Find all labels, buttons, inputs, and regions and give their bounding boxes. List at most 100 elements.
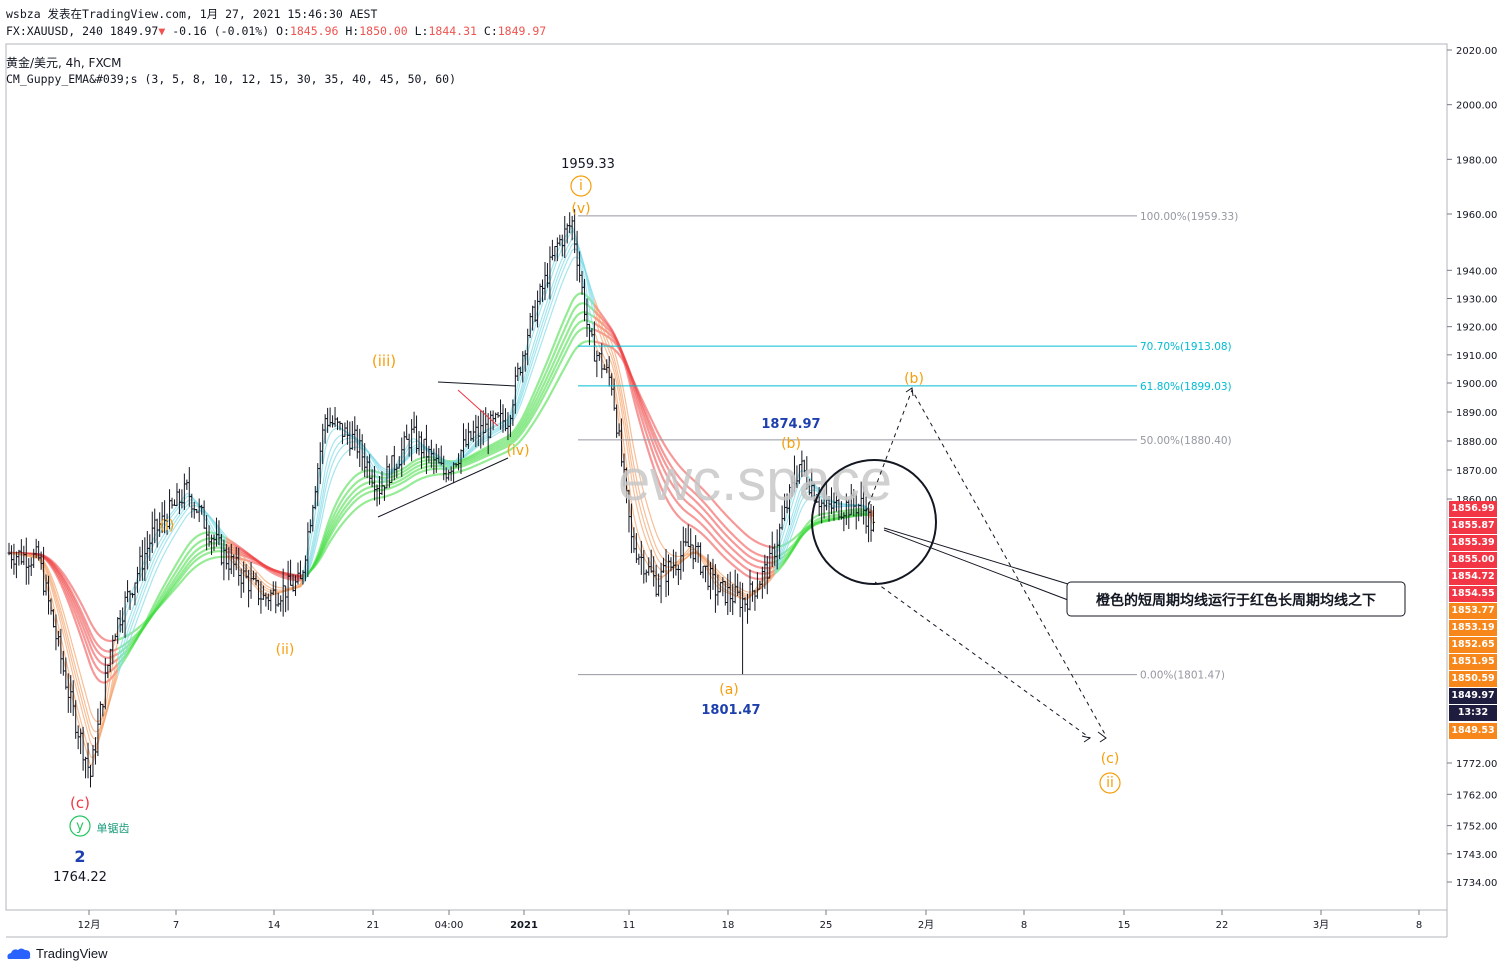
- ema-segment: [332, 428, 336, 431]
- ema-segment: [97, 678, 102, 683]
- ema-segment: [211, 518, 215, 522]
- ema-segment: [354, 507, 358, 511]
- ema-segment: [714, 538, 719, 543]
- ema-segment: [786, 541, 791, 549]
- ema-segment: [541, 403, 546, 409]
- ema-segment: [603, 338, 608, 346]
- ema-segment: [309, 541, 314, 555]
- ema-segment: [514, 442, 519, 447]
- ema-segment: [470, 444, 474, 449]
- ema-segment: [616, 368, 620, 380]
- ema-segment: [532, 326, 536, 336]
- ema-segment: [62, 626, 67, 637]
- ema-segment: [566, 327, 571, 334]
- ema-segment: [396, 483, 400, 487]
- ema-segment: [670, 472, 675, 478]
- ema-segment: [652, 454, 658, 463]
- ema-segment: [134, 603, 139, 611]
- ema-segment: [643, 509, 647, 519]
- ema-segment: [193, 535, 198, 540]
- ema-segment: [87, 639, 92, 647]
- ema-segment: [482, 460, 487, 464]
- indicator-legend[interactable]: CM_Guppy_EMA&#039;s (3, 5, 8, 10, 12, 15…: [6, 72, 457, 86]
- ema-segment: [741, 564, 746, 569]
- ema-segment: [324, 545, 329, 551]
- ema-segment: [62, 619, 67, 630]
- ema-segment: [398, 482, 403, 486]
- ema-segment: [438, 463, 442, 468]
- ema-segment: [635, 478, 640, 490]
- ema-segment: [529, 360, 534, 370]
- ema-segment: [482, 455, 487, 459]
- ema-segment: [645, 432, 650, 441]
- ema-segment: [539, 407, 544, 414]
- ema-segment: [114, 652, 119, 657]
- ema-segment: [418, 470, 422, 474]
- ema-segment: [500, 445, 504, 449]
- ema-segment: [107, 678, 111, 694]
- ema-segment: [482, 448, 487, 453]
- ema-segment: [97, 668, 102, 673]
- ema-segment: [759, 560, 763, 564]
- ema-segment: [180, 563, 186, 569]
- ema-segment: [161, 584, 166, 590]
- ema-segment: [546, 377, 551, 384]
- ema-segment: [356, 485, 361, 490]
- ema-segment: [455, 470, 459, 474]
- ema-segment: [546, 317, 551, 326]
- ema-segment: [129, 624, 134, 632]
- ema-segment: [610, 335, 615, 340]
- ema-segment: [149, 556, 153, 564]
- ema-segment: [166, 581, 171, 587]
- ema-segment: [769, 577, 773, 582]
- ema-segment: [472, 452, 477, 456]
- ema-segment: [640, 524, 645, 534]
- ema-segment: [72, 594, 77, 601]
- ema-segment: [559, 265, 563, 272]
- ema-segment: [188, 563, 193, 568]
- ema-segment: [741, 543, 746, 548]
- ema-segment: [134, 618, 139, 627]
- ema-segment: [551, 373, 556, 380]
- ema-segment: [263, 578, 267, 582]
- ema-segment: [731, 521, 736, 526]
- ema-segment: [668, 552, 672, 556]
- ema-segment: [268, 582, 272, 586]
- y-tick-label: 1880.00: [1456, 437, 1497, 448]
- ema-segment: [573, 294, 578, 299]
- ema-segment: [798, 493, 803, 500]
- ema-segment: [502, 446, 506, 450]
- ema-segment: [94, 647, 99, 653]
- ema-segment: [314, 530, 319, 543]
- y-tick-label: 1743.00: [1456, 850, 1497, 861]
- ema-segment: [786, 547, 791, 552]
- ema-segment: [596, 310, 600, 319]
- ema-segment: [559, 282, 563, 290]
- ema-segment: [416, 457, 420, 461]
- ema-segment: [102, 637, 106, 641]
- ema-segment: [334, 529, 339, 535]
- ema-segment: [331, 533, 336, 539]
- ema-segment: [514, 424, 519, 430]
- ema-segment: [690, 524, 694, 529]
- ema-segment: [77, 614, 82, 622]
- ema-segment: [393, 484, 398, 488]
- ema-segment: [124, 654, 129, 660]
- ema-segment: [180, 550, 186, 556]
- ema-segment: [543, 360, 549, 368]
- ema-segment: [240, 550, 245, 554]
- ema-segment: [146, 570, 151, 577]
- ema-segment: [470, 465, 474, 469]
- ema-segment: [736, 560, 741, 565]
- ema-segment: [406, 470, 410, 475]
- ema-segment: [581, 262, 586, 269]
- ema-segment: [561, 367, 566, 373]
- ema-segment: [786, 524, 791, 533]
- ema-segment: [356, 491, 361, 495]
- ema-segment: [265, 589, 269, 593]
- ema-segment: [553, 368, 559, 375]
- ema-segment: [139, 589, 143, 597]
- ema-segment: [178, 561, 183, 567]
- ema-segment: [148, 613, 154, 618]
